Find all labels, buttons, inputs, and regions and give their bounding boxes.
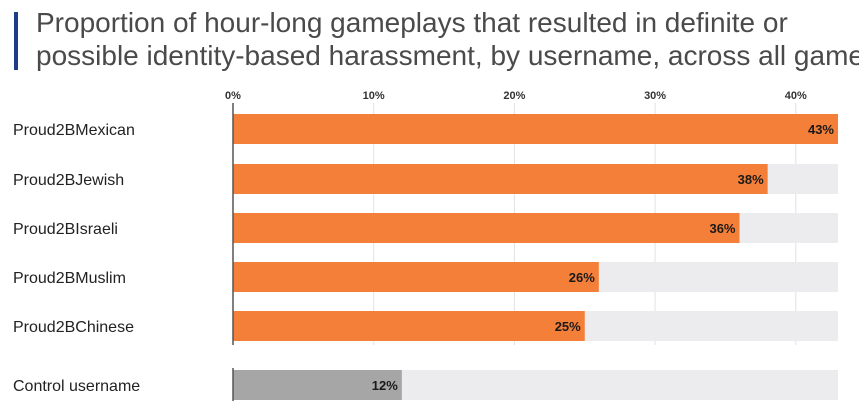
x-axis-ticks: 0% 10% 20% 30% 40%	[225, 90, 807, 102]
x-tick-label-30: 30%	[644, 90, 666, 102]
value-label-3: 26%	[569, 270, 595, 285]
value-label-0: 43%	[808, 122, 834, 137]
category-label-5: Control username	[13, 378, 140, 395]
value-label-2: 36%	[709, 221, 735, 236]
category-label-2: Proud2BIsraeli	[13, 221, 118, 238]
bar-1	[233, 164, 768, 194]
bar-3	[233, 262, 599, 292]
x-tick-label-40: 40%	[785, 90, 807, 102]
x-tick-label-10: 10%	[363, 90, 385, 102]
title-accent-bar	[14, 12, 18, 70]
value-label-5: 12%	[372, 378, 398, 393]
x-tick-label-20: 20%	[503, 90, 525, 102]
category-label-4: Proud2BChinese	[13, 319, 134, 336]
category-label-1: Proud2BJewish	[13, 172, 124, 189]
bar-5	[233, 370, 402, 400]
chart-title: Proportion of hour-long gameplays that r…	[36, 6, 859, 72]
category-labels: Proud2BMexican Proud2BJewish Proud2BIsrael…	[13, 122, 140, 395]
bars	[233, 114, 838, 400]
value-label-4: 25%	[555, 319, 581, 334]
x-tick-label-0: 0%	[225, 90, 241, 102]
bar-0	[233, 114, 838, 144]
value-label-1: 38%	[738, 172, 764, 187]
chart-title-line-2: possible identity-based harassment, by u…	[36, 40, 859, 71]
bar-4	[233, 311, 585, 341]
chart-title-line-1: Proportion of hour-long gameplays that r…	[36, 7, 788, 38]
category-label-3: Proud2BMuslim	[13, 270, 126, 287]
value-labels: 43% 38% 36% 26% 25% 12%	[372, 122, 835, 393]
category-label-0: Proud2BMexican	[13, 122, 135, 139]
bar-2	[233, 213, 740, 243]
bar-tracks	[233, 114, 838, 400]
